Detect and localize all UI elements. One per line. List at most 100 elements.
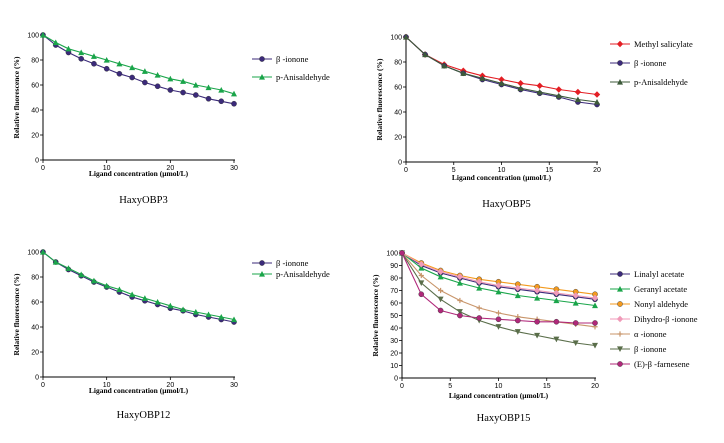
series-6 <box>399 250 598 349</box>
data-point <box>65 265 72 271</box>
series-4 <box>398 249 599 302</box>
data-point <box>142 79 148 86</box>
data-point <box>495 282 502 289</box>
data-point <box>90 53 97 59</box>
y-axis-title: Relative fluorescence (%) <box>371 274 380 356</box>
y-tick-label: 60 <box>394 85 402 92</box>
y-tick-label: 40 <box>31 108 39 115</box>
series-line <box>405 36 598 103</box>
y-tick-label: 60 <box>31 83 39 90</box>
data-point <box>52 259 59 265</box>
legend-item: Dihydro-β -ionone <box>610 314 698 324</box>
y-tick-label: 0 <box>398 160 402 167</box>
y-tick-label: 100 <box>27 250 39 257</box>
x-axis-title: Ligand concentration (μmol/L) <box>449 391 549 400</box>
legend-marker <box>617 301 623 307</box>
legend-item: Linalyl acetate <box>610 269 684 279</box>
legend-marker <box>617 331 623 337</box>
y-tick-label: 20 <box>31 133 39 140</box>
data-point <box>555 86 562 93</box>
x-tick-label: 0 <box>400 383 404 390</box>
data-point <box>514 284 521 292</box>
data-point <box>167 302 174 309</box>
data-point <box>514 329 521 335</box>
data-point <box>476 285 483 291</box>
data-point <box>457 312 463 319</box>
data-point <box>192 92 199 98</box>
data-point <box>231 316 237 323</box>
data-point <box>116 70 123 77</box>
data-point <box>553 297 560 304</box>
y-axis-title: Relative fluorescence (%) <box>12 56 21 138</box>
series-1 <box>40 249 237 325</box>
data-point <box>593 91 601 98</box>
legend-label: β -ionone <box>276 258 309 268</box>
legend-item: p-Anisaldehyde <box>610 77 688 87</box>
data-point <box>154 299 161 305</box>
data-point <box>78 271 85 278</box>
data-point <box>476 278 483 285</box>
series-2 <box>403 34 600 108</box>
data-point <box>437 296 444 303</box>
data-point <box>231 100 237 107</box>
data-point <box>90 277 97 284</box>
data-point <box>536 89 543 95</box>
series-2 <box>399 250 598 309</box>
x-tick-label: 10 <box>103 165 111 172</box>
legend-label: β -ionone <box>276 54 309 64</box>
x-tick-label: 5 <box>452 167 456 174</box>
data-point <box>498 76 505 83</box>
y-tick-label: 70 <box>390 288 398 295</box>
y-tick-label: 0 <box>35 375 39 382</box>
data-point <box>418 291 425 298</box>
y-axis-title: Relative fluorescence (%) <box>12 273 21 355</box>
data-point <box>592 342 598 349</box>
x-axis-title: Ligand concentration (μmol/L) <box>89 169 189 178</box>
data-point <box>498 80 505 86</box>
data-point <box>218 314 225 320</box>
legend-marker <box>616 315 624 323</box>
x-tick-label: 0 <box>404 167 408 174</box>
x-tick-label: 0 <box>41 165 45 172</box>
data-point <box>495 310 502 316</box>
data-point <box>103 65 110 72</box>
y-tick-label: 40 <box>31 325 39 332</box>
y-tick-label: 20 <box>390 351 398 358</box>
legend-label: Methyl salicylate <box>634 39 693 49</box>
data-point <box>180 306 187 313</box>
data-point <box>460 70 467 76</box>
legend-label: p-Anisaldehyde <box>276 269 330 279</box>
data-point <box>514 292 521 299</box>
data-point <box>205 311 212 318</box>
legend-item: Methyl salicylate <box>610 39 693 49</box>
x-tick-label: 30 <box>230 382 238 389</box>
x-tick-label: 20 <box>166 382 174 389</box>
data-point <box>495 316 502 323</box>
data-point <box>592 320 598 326</box>
x-tick-label: 10 <box>495 383 503 390</box>
series-2 <box>40 249 237 323</box>
data-point <box>572 340 579 346</box>
x-axis-title: Ligand concentration (μmol/L) <box>89 386 189 395</box>
series-line <box>42 251 235 323</box>
data-point <box>129 291 136 298</box>
data-point <box>437 273 444 280</box>
y-tick-label: 100 <box>27 33 39 40</box>
x-tick-label: 10 <box>103 382 111 389</box>
data-point <box>218 98 225 105</box>
data-point <box>574 88 582 96</box>
legend-marker <box>259 74 265 80</box>
legend-item: α -ionone <box>610 329 667 339</box>
data-point <box>116 286 123 293</box>
data-point <box>418 280 425 286</box>
data-point <box>572 292 579 299</box>
x-tick-label: 20 <box>166 165 174 172</box>
data-point <box>495 288 502 295</box>
data-point <box>180 78 187 84</box>
x-tick-label: 20 <box>593 167 601 174</box>
chart-title: HaxyOBP15 <box>477 413 531 424</box>
data-point <box>456 273 464 280</box>
legend-label: Linalyl acetate <box>634 269 684 279</box>
legend-item: β -ionone <box>610 58 667 68</box>
